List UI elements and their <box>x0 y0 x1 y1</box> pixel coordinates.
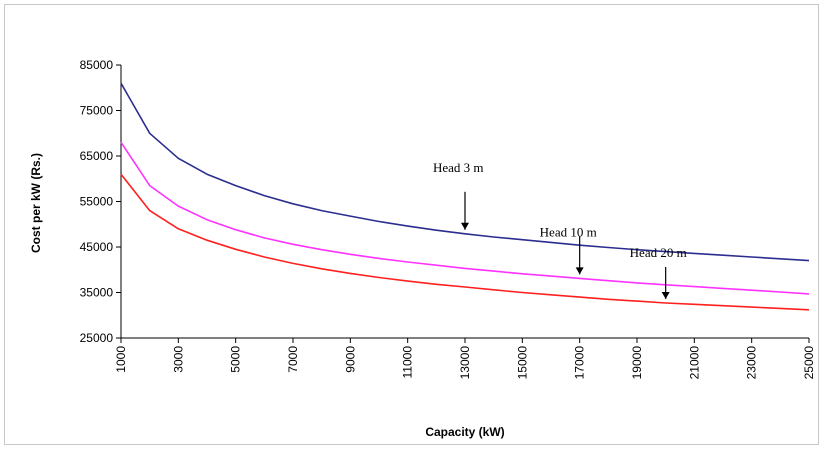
x-tick-label: 3000 <box>171 346 185 373</box>
x-tick-label: 17000 <box>573 346 587 380</box>
x-tick-label: 13000 <box>458 346 472 380</box>
y-tick-label: 35000 <box>80 286 114 300</box>
series-line-2 <box>120 141 810 295</box>
x-tick-label: 23000 <box>745 346 759 380</box>
series-layer <box>120 82 810 311</box>
x-tick-label: 1000 <box>114 346 128 373</box>
annotation-layer: Head 3 m Head 10 m Head 20 m <box>433 160 687 299</box>
x-axis-ticks: 1000 3000 5000 7000 9000 11000 13000 15000 17000… <box>114 338 816 379</box>
y-tick-label: 25000 <box>80 331 114 345</box>
x-tick-label: 11000 <box>401 346 415 379</box>
y-axis-title: Cost per kW (Rs.) <box>29 153 43 253</box>
series-line-1 <box>120 82 810 262</box>
y-tick-label: 75000 <box>80 104 114 118</box>
chart-frame <box>4 4 819 445</box>
x-tick-label: 25000 <box>802 346 816 380</box>
y-axis-ticks: 25000 35000 45000 55000 65000 75000 85000 <box>80 58 121 345</box>
x-tick-label: 21000 <box>687 346 701 380</box>
annotation-label: Head 3 m <box>433 160 484 175</box>
y-tick-label: 65000 <box>80 149 114 163</box>
y-tick-label: 45000 <box>80 240 114 254</box>
y-tick-label: 55000 <box>80 195 114 209</box>
y-tick-label: 85000 <box>80 58 114 72</box>
annotation-arrowhead <box>661 291 670 299</box>
annotation-arrowhead <box>461 222 469 230</box>
x-tick-label: 19000 <box>630 346 644 380</box>
annotation-label: Head 20 m <box>630 245 687 260</box>
annotation-label: Head 10 m <box>540 224 597 239</box>
x-tick-label: 15000 <box>515 346 529 380</box>
annotation-arrowhead <box>575 267 584 275</box>
series-line-3 <box>120 173 810 311</box>
x-tick-label: 9000 <box>343 346 357 373</box>
x-tick-label: 5000 <box>229 346 243 373</box>
x-axis-title: Capacity (kW) <box>425 425 504 439</box>
x-tick-label: 7000 <box>286 346 300 373</box>
